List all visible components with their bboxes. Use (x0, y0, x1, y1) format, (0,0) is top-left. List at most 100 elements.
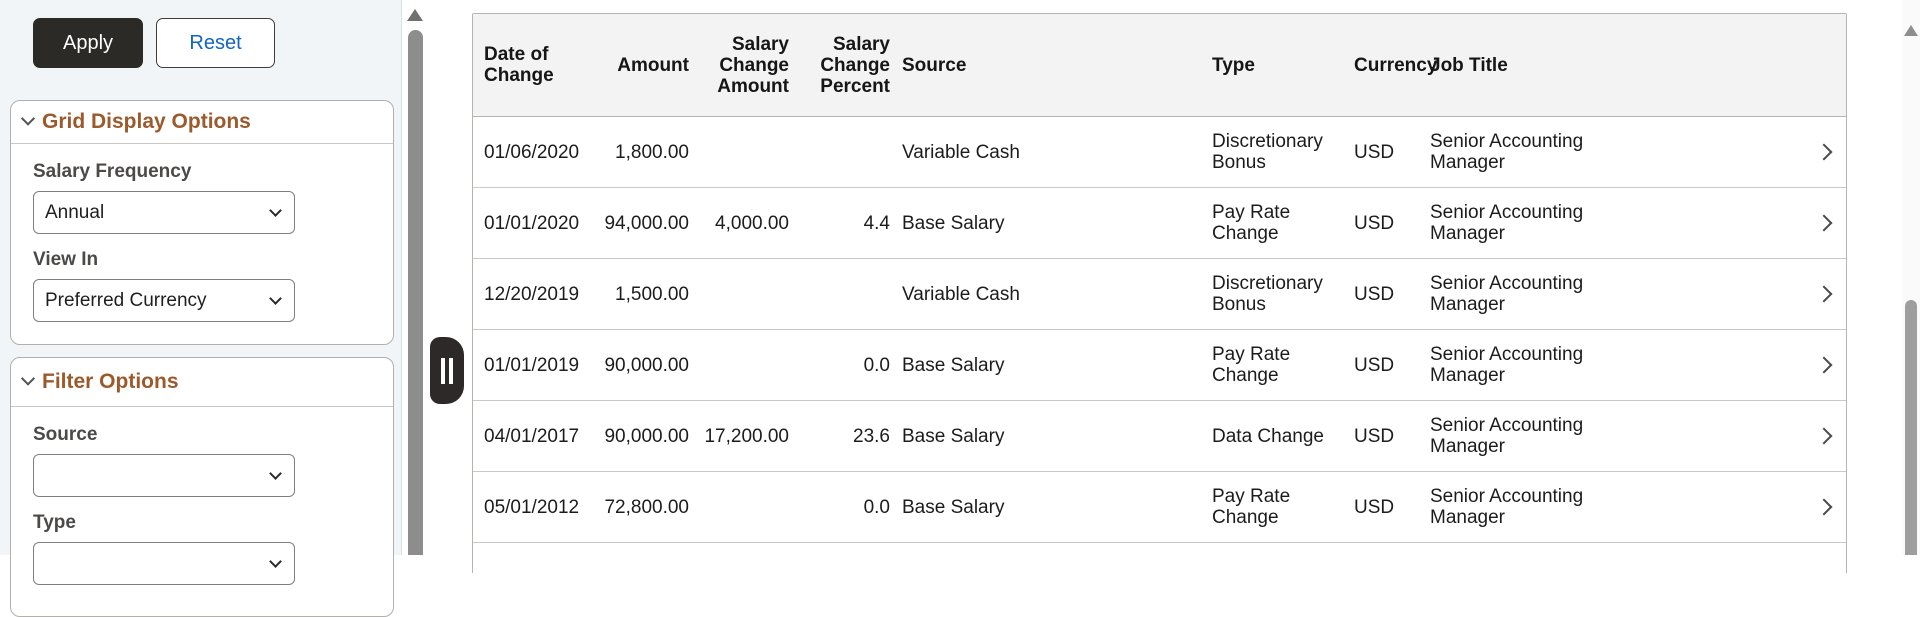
cell-job-title: Senior Accounting Manager (1430, 486, 1584, 528)
cell-job-title: Senior Accounting Manager (1430, 344, 1584, 386)
grid-body: 01/06/2020 1,800.00 Variable Cash Discre… (473, 117, 1846, 543)
cell-source: Base Salary (902, 354, 1005, 376)
cell-date-of-change: 05/01/2012 (484, 496, 580, 518)
cell-date-of-change: 01/01/2020 (484, 212, 580, 234)
cell-salary-change-amount (689, 330, 789, 400)
cell-salary-change-percent (789, 117, 890, 187)
cell-amount: 90,000.00 (604, 425, 689, 447)
filter-options-panel: Filter Options Source Type (10, 357, 394, 617)
scroll-up-icon[interactable] (407, 9, 423, 21)
cell-salary-change-amount: 17,200.00 (704, 425, 789, 447)
source-select[interactable] (33, 454, 295, 497)
salary-history-grid: Date of Change Amount Salary Change Amou… (472, 13, 1847, 573)
column-header-salary-change-percent: Salary Change Percent (820, 33, 890, 97)
chevron-right-icon[interactable] (1815, 214, 1832, 232)
table-row[interactable]: 04/01/2017 90,000.00 17,200.00 23.6 Base… (473, 401, 1846, 472)
column-header-type: Type (1212, 54, 1255, 76)
drag-handle-bars-icon (441, 357, 445, 384)
table-row[interactable]: 01/06/2020 1,800.00 Variable Cash Discre… (473, 117, 1846, 188)
cell-source: Base Salary (902, 212, 1005, 234)
cell-salary-change-percent (789, 259, 890, 329)
cell-salary-change-percent: 0.0 (863, 496, 890, 518)
type-select[interactable] (33, 542, 295, 585)
cell-currency: USD (1354, 141, 1395, 163)
source-label: Source (33, 424, 98, 445)
sidebar-scrollbar-thumb[interactable] (408, 30, 423, 555)
view-in-label: View In (33, 249, 99, 270)
grid-display-options-panel: Grid Display Options Salary Frequency An… (10, 100, 394, 345)
page-scrollbar[interactable] (1902, 0, 1920, 555)
chevron-right-icon[interactable] (1815, 285, 1832, 303)
cell-job-title: Senior Accounting Manager (1430, 202, 1584, 244)
chevron-down-icon (20, 371, 36, 386)
cell-job-title: Senior Accounting Manager (1430, 415, 1584, 457)
selected-value: Preferred Currency (45, 289, 207, 311)
cell-source: Base Salary (902, 496, 1005, 518)
chevron-down-icon (20, 111, 36, 126)
column-header-job-title: Job Title (1430, 54, 1508, 76)
cell-amount: 72,800.00 (604, 496, 689, 518)
cell-type: Pay Rate Change (1212, 202, 1291, 244)
cell-currency: USD (1354, 354, 1395, 376)
filter-options-header[interactable]: Filter Options (11, 358, 393, 407)
apply-button[interactable]: Apply (33, 18, 143, 68)
column-header-salary-change-amount: Salary Change Amount (717, 33, 789, 97)
cell-date-of-change: 01/06/2020 (484, 141, 580, 163)
table-row[interactable]: 01/01/2019 90,000.00 0.0 Base Salary Pay… (473, 330, 1846, 401)
cell-salary-change-amount: 4,000.00 (715, 212, 789, 234)
cell-amount: 1,800.00 (615, 141, 689, 163)
view-in-select[interactable]: Preferred Currency (33, 279, 295, 322)
page-scrollbar-thumb[interactable] (1905, 300, 1917, 555)
grid-header-row: Date of Change Amount Salary Change Amou… (473, 14, 1846, 117)
cell-salary-change-percent: 4.4 (863, 212, 890, 234)
cell-job-title: Senior Accounting Manager (1430, 273, 1584, 315)
cell-amount: 90,000.00 (604, 354, 689, 376)
cell-type: Discretionary Bonus (1212, 273, 1323, 315)
section-title: Filter Options (42, 370, 179, 393)
chevron-down-icon (269, 204, 282, 217)
column-header-date-of-change: Date of Change (484, 44, 554, 86)
cell-currency: USD (1354, 212, 1395, 234)
grid-display-options-header[interactable]: Grid Display Options (11, 101, 393, 144)
cell-salary-change-amount (689, 472, 789, 542)
column-header-source: Source (902, 54, 967, 76)
sidebar-scrollbar[interactable] (406, 0, 426, 555)
cell-source: Variable Cash (902, 283, 1020, 305)
table-row[interactable]: 01/01/2020 94,000.00 4,000.00 4.4 Base S… (473, 188, 1846, 259)
chevron-down-icon (269, 555, 282, 568)
column-header-actions (1801, 14, 1846, 116)
type-label: Type (33, 512, 76, 533)
chevron-right-icon[interactable] (1815, 356, 1832, 374)
chevron-down-icon (269, 292, 282, 305)
cell-date-of-change: 01/01/2019 (484, 354, 580, 376)
selected-value: Annual (45, 201, 105, 223)
panel-drag-handle[interactable] (430, 337, 464, 404)
scroll-up-icon[interactable] (1904, 25, 1918, 36)
chevron-right-icon[interactable] (1815, 498, 1832, 516)
cell-currency: USD (1354, 496, 1395, 518)
cell-date-of-change: 12/20/2019 (484, 283, 580, 305)
chevron-right-icon[interactable] (1815, 143, 1832, 161)
cell-date-of-change: 04/01/2017 (484, 425, 580, 447)
reset-button[interactable]: Reset (156, 18, 275, 68)
drag-handle-bars-icon (449, 357, 453, 384)
column-header-amount: Amount (617, 54, 689, 76)
cell-amount: 1,500.00 (615, 283, 689, 305)
table-row[interactable]: 05/01/2012 72,800.00 0.0 Base Salary Pay… (473, 472, 1846, 543)
cell-source: Variable Cash (902, 141, 1020, 163)
cell-currency: USD (1354, 283, 1395, 305)
cell-type: Pay Rate Change (1212, 486, 1291, 528)
cell-currency: USD (1354, 425, 1395, 447)
cell-salary-change-amount (689, 259, 789, 329)
chevron-right-icon[interactable] (1815, 427, 1832, 445)
salary-frequency-select[interactable]: Annual (33, 191, 295, 234)
table-row[interactable]: 12/20/2019 1,500.00 Variable Cash Discre… (473, 259, 1846, 330)
cell-salary-change-percent: 0.0 (863, 354, 890, 376)
column-header-currency: Currency (1354, 54, 1438, 76)
cell-amount: 94,000.00 (604, 212, 689, 234)
section-title: Grid Display Options (42, 110, 251, 133)
cell-type: Pay Rate Change (1212, 344, 1291, 386)
salary-frequency-label: Salary Frequency (33, 161, 192, 182)
cell-type: Discretionary Bonus (1212, 131, 1323, 173)
chevron-down-icon (269, 467, 282, 480)
